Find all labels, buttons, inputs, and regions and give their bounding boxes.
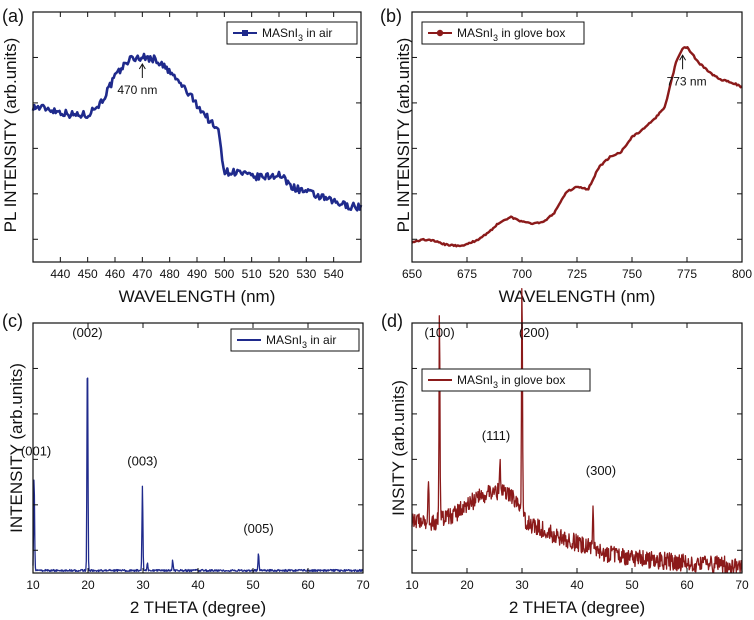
annotation-3-2: (200) <box>519 325 549 340</box>
x-tick-label-1-4: 750 <box>622 267 642 281</box>
x-tick-label-0-3: 470 <box>132 267 152 281</box>
panel-3: (d) 10 20 30 40 50 60 70 2 THETA (degree) INSITY … <box>381 287 749 617</box>
legend-marker-0 <box>242 30 248 36</box>
x-tick-label-1-6: 800 <box>732 267 752 281</box>
annotation-2-2: (003) <box>127 454 157 469</box>
y-axis-label-3: INSITY (arb.units) <box>389 380 408 516</box>
panel-label-0: (a) <box>2 6 24 26</box>
annotation-0-0: 470 nm <box>117 83 157 97</box>
x-tick-label-2-0: 10 <box>26 578 40 592</box>
panel-2: (c) 10 20 30 40 50 60 70 2 THETA (degree) INTENSI… <box>2 311 370 617</box>
y-axis-label-0: PL INTENSITY (arb.units) <box>1 38 20 233</box>
legend-box-3 <box>421 368 591 392</box>
x-tick-label-2-5: 60 <box>301 578 315 592</box>
series-line-3 <box>411 287 743 573</box>
x-axis-label-1: WAVELENGTH (nm) <box>499 287 656 306</box>
x-axis-label-2: 2 THETA (degree) <box>130 598 266 617</box>
legend-1: MASnI3 in glove box <box>421 21 585 45</box>
plot-frame-0 <box>32 11 362 263</box>
x-tick-label-1-5: 775 <box>677 267 697 281</box>
x-tick-label-3-1: 20 <box>460 578 474 592</box>
x-tick-label-3-2: 30 <box>515 578 529 592</box>
panel-label-3: (d) <box>381 311 403 331</box>
x-tick-label-0-1: 450 <box>78 267 98 281</box>
annotation-2-3: (005) <box>243 521 273 536</box>
plot-frame-1 <box>411 11 743 263</box>
x-tick-label-1-0: 650 <box>402 267 422 281</box>
x-tick-label-2-6: 70 <box>356 578 370 592</box>
y-axis-label-1: PL INTENSITY (arb.units) <box>394 38 413 233</box>
x-axis-label-3: 2 THETA (degree) <box>509 598 645 617</box>
plot-frame-3 <box>411 322 743 574</box>
legend-2: MASnI3 in air <box>230 328 360 352</box>
annotation-arrowhead-0-0 <box>138 63 146 70</box>
legend-box-2 <box>230 328 360 352</box>
annotation-2-1: (002) <box>72 325 102 340</box>
legend-box-0 <box>226 21 358 45</box>
legend-label-2: MASnI3 in air <box>266 333 336 350</box>
x-axis-label-0: WAVELENGTH (nm) <box>119 287 276 306</box>
annotation-arrowhead-1-0 <box>679 54 687 61</box>
y-axis-label-2: INTENSITY (arb.units) <box>7 363 26 533</box>
series-line-0 <box>31 52 363 212</box>
plot-frame-2 <box>32 322 364 574</box>
legend-label-3: MASnI3 in glove box <box>457 373 565 390</box>
x-tick-label-2-4: 50 <box>246 578 260 592</box>
annotation-3-1: (111) <box>482 428 510 443</box>
annotation-1-0: 773 nm <box>667 74 707 88</box>
legend-label-1: MASnI3 in glove box <box>457 26 565 43</box>
annotation-2-0: (001) <box>21 444 51 459</box>
panel-1: (b) 650 675 700 725 750 775 800 WAVELENGTH (nm) P… <box>380 6 752 306</box>
x-tick-label-0-2: 460 <box>105 267 125 281</box>
x-tick-label-2-1: 20 <box>81 578 95 592</box>
series-line-1 <box>411 46 743 248</box>
x-tick-label-0-0: 440 <box>50 267 70 281</box>
x-tick-label-3-0: 10 <box>405 578 419 592</box>
annotation-3-3: (300) <box>586 463 616 478</box>
x-tick-label-2-2: 30 <box>136 578 150 592</box>
panel-label-2: (c) <box>2 311 23 331</box>
panel-label-1: (b) <box>380 6 402 26</box>
x-tick-label-1-2: 700 <box>512 267 532 281</box>
x-tick-label-3-3: 40 <box>570 578 584 592</box>
x-tick-label-0-5: 490 <box>187 267 207 281</box>
series-line-2 <box>32 377 364 573</box>
panel-0: (a) 440 450 460 470 480 490 500 510 520 530 540 WAVE… <box>1 6 363 306</box>
legend-marker-1 <box>436 29 444 37</box>
x-tick-label-0-6: 500 <box>214 267 234 281</box>
x-tick-label-0-7: 510 <box>242 267 262 281</box>
x-tick-label-0-10: 540 <box>324 267 344 281</box>
x-tick-label-0-8: 520 <box>269 267 289 281</box>
annotation-3-0: (100) <box>424 325 454 340</box>
x-tick-label-0-9: 530 <box>296 267 316 281</box>
x-tick-label-1-1: 675 <box>457 267 477 281</box>
legend-0: MASnI3 in air <box>226 21 358 45</box>
x-tick-label-2-3: 40 <box>191 578 205 592</box>
legend-3: MASnI3 in glove box <box>421 368 591 392</box>
x-tick-label-1-3: 725 <box>567 267 587 281</box>
x-tick-label-3-6: 70 <box>735 578 749 592</box>
legend-box-1 <box>421 21 585 45</box>
x-tick-label-0-4: 480 <box>160 267 180 281</box>
x-tick-label-3-4: 50 <box>625 578 639 592</box>
legend-label-0: MASnI3 in air <box>262 26 332 43</box>
x-tick-label-3-5: 60 <box>680 578 694 592</box>
